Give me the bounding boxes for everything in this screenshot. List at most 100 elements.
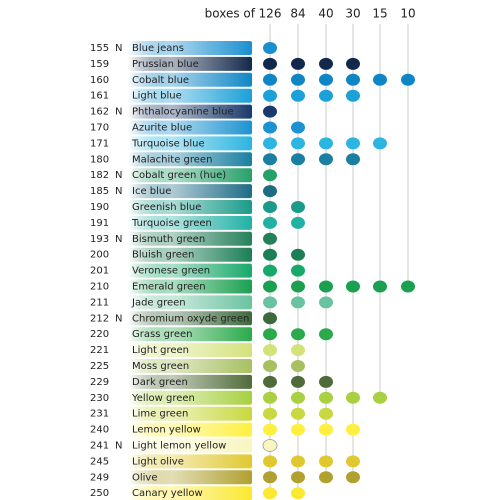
box-dot <box>291 216 305 229</box>
swatch <box>128 359 252 373</box>
pencil-number: 231 <box>90 409 109 420</box>
header-label: boxes of <box>205 7 256 21</box>
box-dot <box>263 280 277 293</box>
box-dot <box>291 137 305 150</box>
pencil-number: 220 <box>90 329 109 340</box>
box-dot <box>346 89 360 102</box>
box-dot <box>401 280 415 293</box>
swatch <box>128 231 252 246</box>
box-dot <box>319 328 333 341</box>
pencil-number: 193 <box>90 234 109 245</box>
pencil-name: Turquoise blue <box>131 138 205 149</box>
box-dot <box>291 296 305 309</box>
box-size: 126 <box>259 7 282 21</box>
swatch <box>128 184 252 199</box>
box-size: 10 <box>400 7 415 21</box>
swatch <box>128 263 252 278</box>
box-dot <box>263 296 277 309</box>
pencil-number: 171 <box>90 138 109 149</box>
box-dot <box>263 185 277 198</box>
box-dot <box>373 73 387 86</box>
pencil-number: 180 <box>90 154 109 165</box>
swatch <box>128 41 252 55</box>
box-dot <box>291 328 305 341</box>
box-dot <box>263 137 277 150</box>
swatch <box>128 295 252 310</box>
pencil-name: Bismuth green <box>132 234 205 245</box>
box-dot <box>263 360 277 372</box>
pencil-name: Phthalocyanine blue <box>132 107 234 118</box>
box-dot <box>263 169 277 182</box>
pencil-name: Turquoise green <box>131 218 212 229</box>
swatch <box>128 311 252 326</box>
box-dot <box>319 57 333 70</box>
box-dot <box>291 375 305 388</box>
swatch <box>128 454 252 469</box>
swatch <box>128 168 252 183</box>
pencil-name: Light green <box>132 345 189 356</box>
swatch <box>128 56 252 71</box>
box-dot <box>263 407 277 420</box>
box-dot <box>319 153 333 166</box>
box-dot <box>319 471 333 484</box>
pencil-number: 155 <box>90 43 109 54</box>
box-dot <box>319 455 333 468</box>
box-dot <box>263 57 277 70</box>
box-dot <box>263 423 277 436</box>
swatch <box>128 215 252 230</box>
box-dot <box>373 391 387 404</box>
box-dot <box>263 487 277 500</box>
swatch <box>128 152 252 167</box>
pencil-name: Malachite green <box>132 154 212 165</box>
new-flag: N <box>115 43 122 54</box>
box-dot <box>319 391 333 404</box>
pencil-name: Veronese green <box>132 266 210 277</box>
new-flag: N <box>115 441 122 452</box>
box-dot <box>346 153 360 166</box>
new-flag: N <box>115 107 122 118</box>
pencil-number: 249 <box>90 472 109 483</box>
box-dot <box>263 328 277 341</box>
box-dot <box>263 232 277 245</box>
pencil-name: Greenish blue <box>132 202 201 213</box>
box-dot <box>346 471 360 484</box>
box-dot <box>291 248 305 261</box>
pencil-number: 161 <box>90 91 109 102</box>
swatch <box>128 438 252 453</box>
box-dot <box>291 471 305 484</box>
pencil-name: Emerald green <box>132 282 206 293</box>
box-dot <box>346 57 360 70</box>
box-dot <box>263 344 277 357</box>
pencil-name: Yellow green <box>131 393 195 404</box>
box-dot <box>263 201 277 213</box>
box-dot <box>263 391 277 404</box>
box-dot <box>346 73 360 86</box>
swatch <box>128 327 252 342</box>
box-dot <box>346 423 360 436</box>
pencil-name: Dark green <box>132 377 188 388</box>
box-dot <box>291 264 305 277</box>
box-dot <box>263 375 277 388</box>
box-dot <box>319 73 333 86</box>
pencil-name: Jade green <box>131 297 186 308</box>
swatch <box>128 200 252 214</box>
box-dot <box>291 455 305 468</box>
swatch <box>128 422 252 437</box>
swatch <box>128 279 252 294</box>
swatch <box>128 136 252 151</box>
box-dot <box>319 137 333 150</box>
pencil-name: Grass green <box>132 329 192 340</box>
pencil-number: 229 <box>90 377 109 388</box>
new-flag: N <box>115 313 122 324</box>
pencil-name: Moss green <box>132 361 189 372</box>
swatch <box>128 470 252 485</box>
box-dot <box>291 407 305 420</box>
pencil-name: Olive <box>132 472 158 483</box>
box-dot <box>291 280 305 293</box>
box-size: 84 <box>290 7 305 21</box>
pencil-number: 212 <box>90 313 109 324</box>
box-dot <box>401 73 415 86</box>
swatch <box>128 343 252 358</box>
new-flag: N <box>115 234 122 245</box>
box-dot <box>319 423 333 436</box>
